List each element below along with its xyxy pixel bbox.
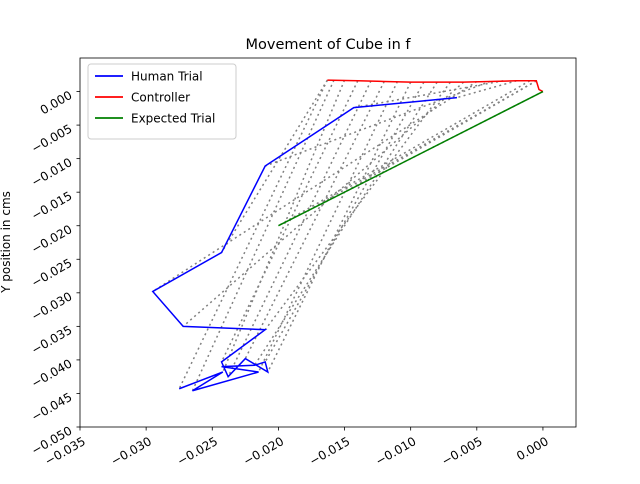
- connector-line: [353, 80, 504, 109]
- legend: Human Trial Controller Expected Trial: [87, 63, 237, 140]
- legend-box: [87, 63, 237, 140]
- series-line-human-trial: [151, 96, 458, 392]
- legend-label-human-trial: Human Trial: [131, 70, 203, 84]
- connector-line: [278, 80, 531, 227]
- connector-line: [178, 79, 329, 390]
- connector-line: [152, 80, 478, 293]
- connector-line: [267, 81, 412, 373]
- plot-frame: [79, 57, 577, 428]
- connector-line: [191, 79, 335, 392]
- legend-label-expected-trial: Expected Trial: [131, 112, 215, 126]
- series-lines: [151, 79, 544, 392]
- connector-line: [227, 80, 372, 378]
- connector-line: [264, 81, 451, 331]
- series-line-expected-trial: [278, 90, 544, 227]
- legend-label-controller: Controller: [131, 91, 190, 105]
- connector-line: [257, 81, 399, 373]
- chart-title: Movement of Cube in f: [246, 37, 412, 53]
- connector-line: [182, 81, 465, 327]
- connector-line: [244, 81, 385, 359]
- series-line-controller: [327, 79, 544, 93]
- connector-line: [220, 80, 359, 363]
- y-axis-label: Y position in cms: [0, 191, 13, 294]
- connector-line: [264, 81, 425, 363]
- connector-line: [220, 79, 328, 253]
